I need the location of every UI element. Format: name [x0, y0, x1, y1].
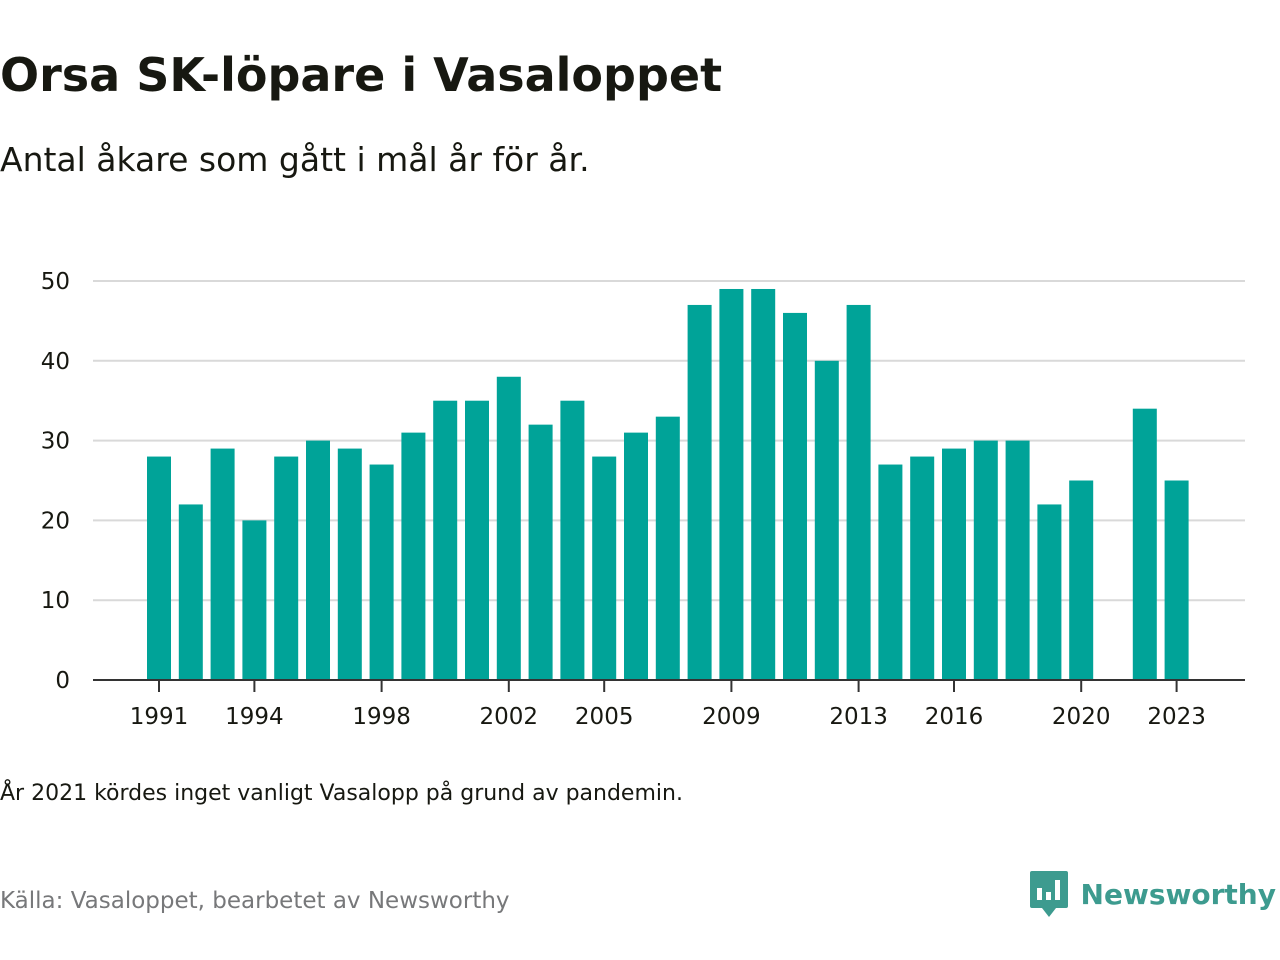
bar [496, 376, 521, 680]
bar [306, 440, 330, 680]
bar [1164, 480, 1189, 680]
y-tick-label: 20 [41, 508, 70, 534]
source-text: Källa: Vasaloppet, bearbetet av Newswort… [0, 888, 510, 914]
bar [655, 416, 680, 680]
bar [973, 440, 998, 680]
bar [846, 304, 871, 680]
x-tick-label: 1991 [130, 704, 189, 730]
x-tick-label: 1994 [225, 704, 284, 730]
bar [433, 400, 458, 680]
bar [274, 456, 299, 680]
bar [942, 448, 966, 680]
y-tick-label: 30 [41, 429, 70, 455]
y-tick-label: 0 [55, 668, 70, 694]
x-tick-label: 2005 [575, 704, 634, 730]
bar [751, 288, 776, 680]
bar [878, 464, 903, 680]
bar [1132, 408, 1157, 680]
bar [465, 400, 489, 680]
bars [147, 288, 1189, 680]
y-tick-label: 50 [41, 269, 70, 295]
bar [401, 432, 426, 680]
x-tick-label: 2023 [1147, 704, 1206, 730]
bar [719, 288, 744, 680]
bar [814, 360, 839, 680]
x-tick-label: 2013 [829, 704, 888, 730]
bar [687, 304, 712, 680]
chart-title: Orsa SK-löpare i Vasaloppet [0, 48, 723, 102]
bar [783, 312, 807, 680]
footnote: År 2021 kördes inget vanligt Vasalopp på… [0, 781, 683, 806]
bar [560, 400, 585, 680]
bar [624, 432, 648, 680]
brand: Newsworthy [1029, 870, 1276, 918]
y-tick-label: 40 [41, 349, 70, 375]
bar [337, 448, 362, 680]
chart-subtitle: Antal åkare som gått i mål år för år. [0, 140, 590, 179]
bar [210, 448, 235, 680]
x-tick-label: 2020 [1052, 704, 1111, 730]
bar [178, 504, 203, 680]
bar [147, 456, 171, 680]
bar [242, 520, 267, 680]
bar [1069, 480, 1094, 680]
axes: 0 10 20 30 40 50 1991 1994 1998 2002 2005 2009 2013 2… [41, 269, 1245, 730]
brand-name: Newsworthy [1080, 877, 1276, 911]
bar [910, 456, 935, 680]
newsworthy-logo-icon [1029, 871, 1068, 917]
bar [1037, 504, 1062, 680]
x-tick-label: 2009 [702, 704, 761, 730]
x-tick-label: 2002 [480, 704, 539, 730]
x-tick-label: 1998 [352, 704, 411, 730]
bar [1005, 440, 1030, 680]
bar [528, 424, 553, 680]
bar [592, 456, 617, 680]
bar-chart: 0 10 20 30 40 50 1991 1994 1998 2002 2005 2009 2013 2… [41, 269, 1245, 730]
y-tick-label: 10 [41, 588, 70, 614]
bar [369, 464, 394, 680]
x-tick-label: 2016 [925, 704, 984, 730]
